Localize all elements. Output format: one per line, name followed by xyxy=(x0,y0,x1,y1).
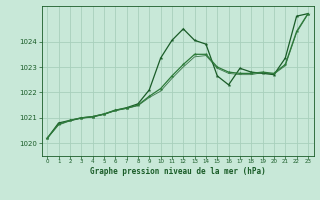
X-axis label: Graphe pression niveau de la mer (hPa): Graphe pression niveau de la mer (hPa) xyxy=(90,167,266,176)
